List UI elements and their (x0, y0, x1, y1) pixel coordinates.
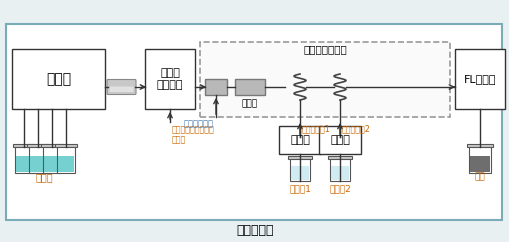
Bar (466, 144, 492, 147)
Bar (41, 144, 63, 147)
Bar (30, 156, 46, 172)
Bar (55, 144, 77, 147)
Bar (58, 156, 74, 172)
Bar (290, 159, 309, 181)
Bar (43, 147, 61, 173)
Bar (200, 42, 449, 117)
FancyBboxPatch shape (107, 80, 136, 94)
Text: カラム: カラム (241, 99, 258, 108)
Bar (29, 147, 47, 173)
Bar (16, 156, 32, 172)
FancyBboxPatch shape (109, 86, 133, 92)
Bar (145, 49, 194, 109)
Bar (454, 49, 504, 109)
Bar (288, 156, 312, 159)
Bar (27, 144, 49, 147)
Text: 反応コイル2: 反応コイル2 (342, 124, 370, 133)
Text: オート
サンプラ: オート サンプラ (156, 68, 183, 90)
Bar (57, 147, 75, 173)
Text: 反応液2: 反応液2 (328, 184, 350, 193)
Text: 【流路図】: 【流路図】 (236, 224, 273, 236)
Bar (15, 147, 33, 173)
Bar (13, 144, 35, 147)
Bar (291, 166, 308, 180)
Text: アンモニアフィルタ
カラム: アンモニアフィルタ カラム (172, 125, 214, 144)
Text: ポンプ: ポンプ (290, 135, 309, 145)
Text: ポンプ: ポンプ (329, 135, 349, 145)
Bar (235, 79, 265, 95)
Bar (329, 159, 349, 181)
Bar (330, 166, 348, 180)
Bar (6, 24, 501, 220)
Text: 反応コイル1: 反応コイル1 (301, 124, 330, 133)
Text: 反応液1: 反応液1 (289, 184, 310, 193)
Text: 溶離液: 溶離液 (35, 172, 53, 182)
Bar (318, 126, 360, 154)
Bar (327, 156, 351, 159)
Bar (468, 147, 490, 173)
Bar (205, 79, 227, 95)
Text: 廃液: 廃液 (474, 173, 485, 182)
Text: ポンプ: ポンプ (46, 72, 71, 86)
Text: カラムオーブン: カラムオーブン (302, 44, 346, 54)
Text: ガードカラム: ガードカラム (184, 119, 214, 128)
Bar (44, 156, 60, 172)
Bar (469, 156, 489, 172)
Bar (278, 126, 320, 154)
Text: FL検出器: FL検出器 (463, 74, 495, 84)
Bar (12, 49, 105, 109)
